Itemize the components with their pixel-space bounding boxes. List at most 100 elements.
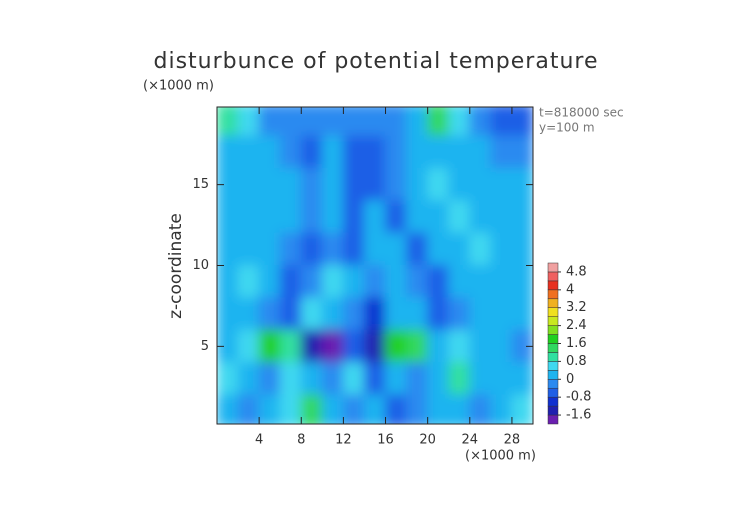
colorbar-label: 0.8: [566, 354, 587, 369]
field-cell: [217, 362, 239, 396]
field-cell: [237, 265, 260, 299]
field-cell: [321, 232, 344, 266]
colorbar-box: [547, 387, 559, 398]
field-cell: [300, 232, 323, 266]
x-unit: (×1000 m): [465, 449, 536, 464]
field-cell: [279, 232, 302, 266]
field-cell: [217, 265, 239, 299]
field-cell: [321, 329, 344, 364]
field-cell: [300, 362, 323, 396]
field-cell: [490, 232, 513, 266]
field-cell: [448, 232, 471, 266]
field-cell: [279, 135, 302, 169]
y-tick-label: 10: [192, 258, 209, 273]
field: [217, 107, 533, 424]
field-cell: [279, 297, 302, 331]
field-cell: [469, 200, 492, 234]
field-cell: [427, 200, 450, 234]
field-cell: [385, 167, 408, 202]
field-cell: [511, 107, 533, 137]
field-cell: [385, 135, 408, 169]
field-cell: [490, 200, 513, 234]
field-cell: [237, 329, 260, 364]
field-cell: [300, 329, 323, 364]
field-cell: [385, 200, 408, 234]
colorbar-label: -0.8: [566, 390, 591, 405]
field-cell: [321, 167, 344, 202]
field-cell: [490, 135, 513, 169]
field-cell: [342, 362, 365, 396]
colorbar-box: [547, 361, 559, 371]
field-cell: [511, 362, 533, 396]
field-cell: [448, 362, 471, 396]
field-cell: [321, 135, 344, 169]
field-cell: [469, 107, 492, 137]
field-cell: [258, 329, 281, 364]
x-tick-label: 8: [297, 433, 305, 448]
field-cell: [406, 200, 429, 234]
colorbar-box: [547, 334, 559, 344]
field-cell: [258, 107, 281, 137]
y-tick-label: 5: [201, 339, 209, 354]
field-cell: [511, 297, 533, 331]
field-cell: [427, 232, 450, 266]
colorbar-label: 4: [566, 282, 574, 297]
colorbar-box: [547, 307, 559, 317]
field-cells: [217, 107, 533, 424]
field-cell: [385, 362, 408, 396]
field-cell: [406, 297, 429, 331]
field-cell: [490, 167, 513, 202]
field-cell: [300, 265, 323, 299]
field-cell: [448, 107, 471, 137]
colorbar-box: [547, 325, 559, 335]
field-cell: [448, 394, 471, 424]
field-cell: [427, 167, 450, 202]
field-cell: [363, 362, 387, 396]
field-cell: [406, 329, 429, 364]
field-cell: [385, 329, 408, 364]
field-cell: [300, 394, 323, 424]
field-cell: [342, 107, 365, 137]
field-cell: [217, 135, 239, 169]
field-cell: [511, 200, 533, 234]
field-cell: [363, 200, 387, 234]
field-cell: [342, 329, 365, 364]
field-cell: [469, 362, 492, 396]
field-cell: [490, 297, 513, 331]
field-cell: [469, 265, 492, 299]
field-cell: [363, 394, 387, 424]
field-cell: [237, 394, 260, 424]
field-cell: [321, 394, 344, 424]
field-cell: [427, 362, 450, 396]
field-cell: [448, 265, 471, 299]
field-cell: [300, 167, 323, 202]
field-cell: [342, 232, 365, 266]
field-cell: [511, 232, 533, 266]
field-cell: [490, 362, 513, 396]
field-cell: [321, 297, 344, 331]
field-cell: [448, 167, 471, 202]
field-cell: [237, 362, 260, 396]
field-cell: [237, 297, 260, 331]
field-cell: [237, 135, 260, 169]
field-cell: [258, 232, 281, 266]
field-cell: [300, 297, 323, 331]
colorbar-box: [547, 289, 559, 300]
field-cell: [385, 297, 408, 331]
field-cell: [363, 167, 387, 202]
field-cell: [448, 200, 471, 234]
field-cell: [217, 394, 239, 424]
field-cell: [300, 135, 323, 169]
field-cell: [321, 265, 344, 299]
field-cell: [490, 394, 513, 424]
y-axis-label: z-coordinate: [166, 213, 186, 319]
field-cell: [490, 265, 513, 299]
field-cell: [258, 135, 281, 169]
field-cell: [363, 329, 387, 364]
field-cell: [342, 265, 365, 299]
colorbar-box: [547, 271, 559, 282]
field-cell: [217, 107, 239, 137]
field-cell: [258, 297, 281, 331]
